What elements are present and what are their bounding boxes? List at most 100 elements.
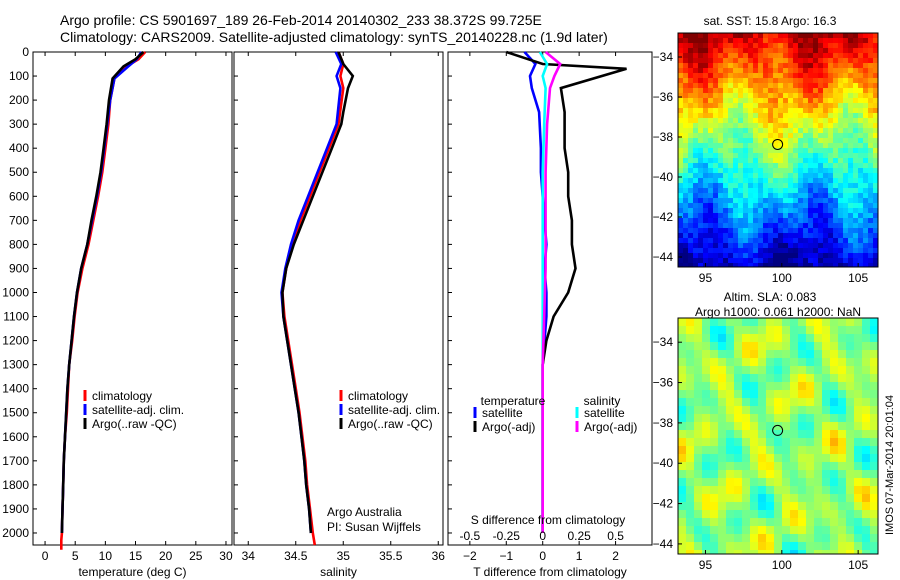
map-0-cell	[693, 33, 699, 39]
map-0-cell	[838, 178, 844, 184]
map-0-cell	[788, 78, 794, 84]
map-1-cell	[822, 526, 831, 535]
map-1-cell	[686, 318, 695, 327]
map-1-cell	[782, 502, 791, 511]
map-0-cell	[698, 208, 704, 214]
map-0-cell	[868, 153, 874, 159]
map-0-cell	[823, 188, 829, 194]
map-0-cell	[688, 113, 694, 119]
map-0-cell	[858, 163, 864, 169]
map-0-cell	[768, 63, 774, 69]
map-1-cell	[750, 382, 759, 391]
map-0-cell	[733, 213, 739, 219]
map-1-cell	[678, 462, 687, 471]
map-1-cell	[734, 414, 743, 423]
map-0-cell	[733, 88, 739, 94]
map-0-cell	[788, 183, 794, 189]
map-0-cell	[748, 143, 754, 149]
chart-2-xtick-label: −1	[499, 549, 513, 563]
map-0-cell	[843, 143, 849, 149]
map-0-cell	[808, 73, 814, 79]
map-0-cell	[733, 143, 739, 149]
map-1-cell	[822, 326, 831, 335]
map-1-cell	[838, 438, 847, 447]
map-0-cell	[683, 88, 689, 94]
map-0-cell	[773, 263, 779, 268]
map-1-cell	[702, 350, 711, 359]
map-0-cell	[808, 143, 814, 149]
map-0-cell	[848, 238, 854, 244]
map-0-cell	[798, 263, 804, 268]
map-0-cell	[748, 128, 754, 134]
map-1-cell	[798, 374, 807, 383]
map-1-cell	[854, 542, 863, 551]
map-1-cell	[854, 318, 863, 327]
map-0-cell	[708, 48, 714, 54]
map-0-cell	[718, 153, 724, 159]
map-1-cell	[870, 382, 879, 391]
map-0-cell	[873, 43, 879, 49]
map-0-cell	[743, 103, 749, 109]
map-0-cell	[778, 193, 784, 199]
map-0-cell	[728, 223, 734, 229]
map-0-cell	[868, 48, 874, 54]
map-0-cell	[708, 248, 714, 254]
map-1-cell	[726, 342, 735, 351]
map-0-cell	[753, 108, 759, 114]
map-0-cell	[743, 63, 749, 69]
map-1-cell	[726, 350, 735, 359]
map-0-cell	[708, 148, 714, 154]
map-0-cell	[818, 118, 824, 124]
map-0-cell	[763, 33, 769, 39]
map-0-cell	[848, 188, 854, 194]
map-0-cell	[753, 43, 759, 49]
map-0-cell	[858, 108, 864, 114]
map-0-cell	[698, 163, 704, 169]
map-1-cell	[830, 518, 839, 527]
map-0-cell	[823, 103, 829, 109]
map-0-cell	[748, 178, 754, 184]
map-0-cell	[763, 203, 769, 209]
map-1-cell	[750, 390, 759, 399]
map-0-cell	[873, 193, 879, 199]
map-0-cell	[818, 193, 824, 199]
map-1-cell	[766, 422, 775, 431]
map-1-cell	[734, 502, 743, 511]
map-0-cell	[863, 123, 869, 129]
map-0-cell	[773, 228, 779, 234]
map-1-cell	[742, 430, 751, 439]
map-0-cell	[858, 123, 864, 129]
map-0-cell	[808, 108, 814, 114]
map-0-cell	[828, 103, 834, 109]
map-0-cell	[843, 263, 849, 268]
chart-1-legend-label: climatology	[348, 389, 408, 403]
map-0-cell	[693, 263, 699, 268]
map-0-cell	[758, 58, 764, 64]
map-0-cell	[758, 43, 764, 49]
map-1-cell	[862, 382, 871, 391]
map-0-cell	[723, 178, 729, 184]
map-0-cell	[753, 128, 759, 134]
map-0-cell	[693, 153, 699, 159]
map-0-cell	[773, 48, 779, 54]
map-0-cell	[813, 168, 819, 174]
map-0-cell	[838, 123, 844, 129]
map-1-cell	[750, 478, 759, 487]
map-0-cell	[688, 203, 694, 209]
map-0-ytick-label: −40	[653, 170, 674, 184]
map-0-cell	[768, 228, 774, 234]
map-0-cell	[763, 208, 769, 214]
map-0-cell	[813, 238, 819, 244]
map-0-cell	[698, 33, 704, 39]
map-0-cell	[713, 78, 719, 84]
map-0-cell	[738, 228, 744, 234]
map-0-cell	[703, 183, 709, 189]
map-1-cell	[846, 318, 855, 327]
map-0-cell	[688, 118, 694, 124]
map-1-cell	[822, 390, 831, 399]
map-1-cell	[814, 486, 823, 495]
map-0-cell	[823, 33, 829, 39]
map-0-cell	[763, 153, 769, 159]
map-0-cell	[683, 173, 689, 179]
map-1-cell	[686, 438, 695, 447]
